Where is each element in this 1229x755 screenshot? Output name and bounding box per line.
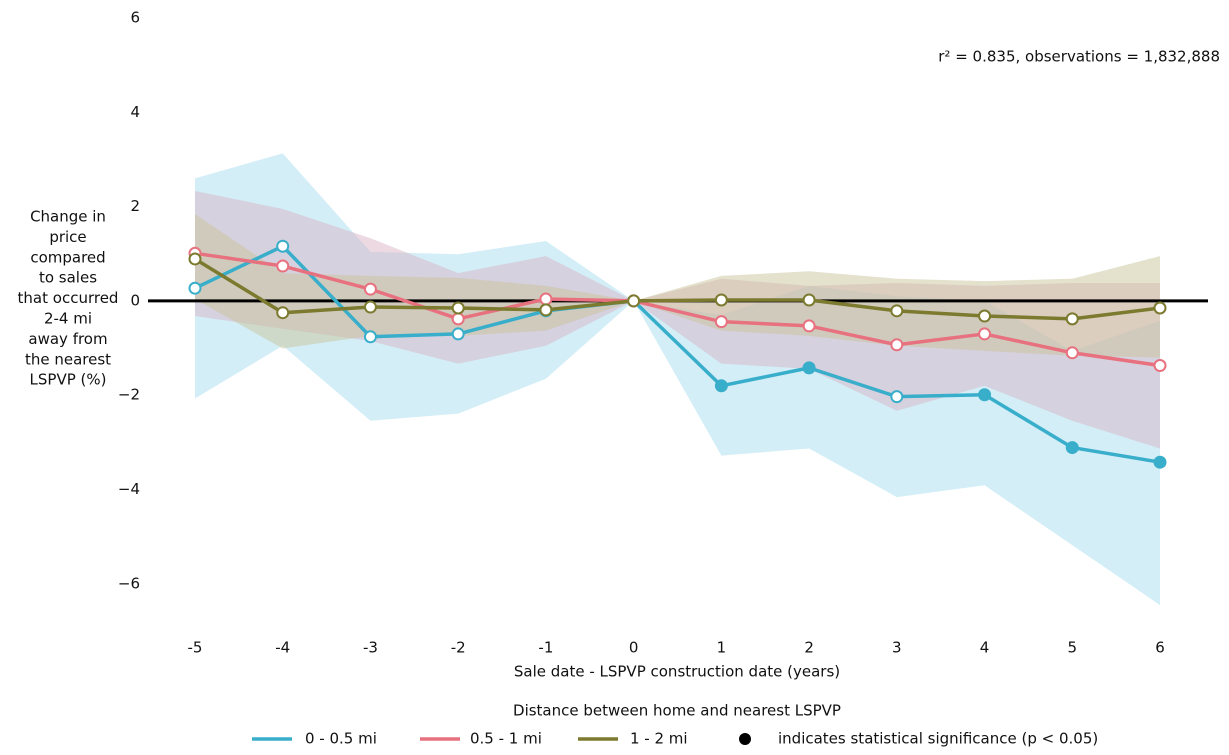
y-tick-label: 4 xyxy=(130,103,140,121)
x-tick-label: -3 xyxy=(363,639,378,657)
point-marker xyxy=(1153,455,1167,469)
y-tick-label: −6 xyxy=(118,574,140,592)
y-axis-label: 2-4 mi xyxy=(44,310,92,328)
x-tick-label: 5 xyxy=(1067,639,1077,657)
x-tick-label: -2 xyxy=(451,639,466,657)
point-marker xyxy=(363,282,377,296)
legend-label: 0.5 - 1 mi xyxy=(470,730,542,748)
point-marker xyxy=(802,293,816,307)
point-marker xyxy=(539,292,553,306)
x-tick-label: 2 xyxy=(804,639,814,657)
point-marker xyxy=(978,388,992,402)
series-line xyxy=(194,244,1161,464)
point-marker xyxy=(451,301,465,315)
point-marker xyxy=(363,300,377,314)
legend-label: 1 - 2 mi xyxy=(630,730,688,748)
x-tick-label: 4 xyxy=(980,639,990,657)
series-line xyxy=(194,251,1161,368)
x-tick-label: -4 xyxy=(275,639,290,657)
point-marker xyxy=(276,306,290,320)
point-marker xyxy=(1065,346,1079,360)
point-marker xyxy=(714,315,728,329)
y-tick-label: 2 xyxy=(130,197,140,215)
y-axis-label: the nearest xyxy=(25,350,111,368)
series-line xyxy=(194,257,1161,321)
y-tick-label: −4 xyxy=(118,480,140,498)
point-marker xyxy=(890,304,904,318)
point-marker xyxy=(188,252,202,266)
legend-title: Distance between home and nearest LSPVP xyxy=(513,702,841,720)
point-marker xyxy=(802,361,816,375)
point-marker xyxy=(890,338,904,352)
y-axis-label: Change in xyxy=(30,208,106,226)
point-marker xyxy=(802,319,816,333)
bands xyxy=(195,153,1160,606)
annotation: r² = 0.835, observations = 1,832,888 xyxy=(938,48,1220,66)
legend-label: indicates statistical significance (p < … xyxy=(778,730,1098,748)
point-marker xyxy=(627,294,641,308)
y-tick-label: 0 xyxy=(130,291,140,309)
x-tick-label: 1 xyxy=(717,639,727,657)
confidence-band xyxy=(195,214,1160,358)
legend-label: 0 - 0.5 mi xyxy=(305,730,377,748)
y-axis-label: away from xyxy=(28,330,107,348)
point-marker xyxy=(714,379,728,393)
point-marker xyxy=(276,239,290,253)
point-marker xyxy=(978,327,992,341)
y-axis-label: price xyxy=(49,228,86,246)
point-marker xyxy=(451,312,465,326)
point-marker xyxy=(188,281,202,295)
y-axis-label: that occurred xyxy=(18,289,119,307)
point-marker xyxy=(363,330,377,344)
point-marker xyxy=(1153,359,1167,373)
y-axis-label: LSPVP (%) xyxy=(30,371,107,389)
x-tick-label: 3 xyxy=(892,639,902,657)
legend-significance-dot xyxy=(739,733,751,745)
x-tick-label: -1 xyxy=(538,639,553,657)
point-marker xyxy=(978,309,992,323)
point-marker xyxy=(890,390,904,404)
point-marker xyxy=(276,259,290,273)
point-marker xyxy=(451,327,465,341)
confidence-band xyxy=(195,191,1160,449)
y-tick-label: 6 xyxy=(130,9,140,27)
y-axis-label: compared xyxy=(30,248,105,266)
x-tick-label: -5 xyxy=(188,639,203,657)
x-tick-label: 0 xyxy=(629,639,639,657)
point-marker xyxy=(1065,441,1079,455)
x-tick-label: 6 xyxy=(1155,639,1165,657)
y-tick-label: −2 xyxy=(118,386,140,404)
point-marker xyxy=(1153,301,1167,315)
y-axis-label: to sales xyxy=(39,269,97,287)
x-axis-label: Sale date - LSPVP construction date (yea… xyxy=(514,663,840,681)
point-marker xyxy=(1065,312,1079,326)
point-marker xyxy=(539,303,553,317)
point-marker xyxy=(714,293,728,307)
